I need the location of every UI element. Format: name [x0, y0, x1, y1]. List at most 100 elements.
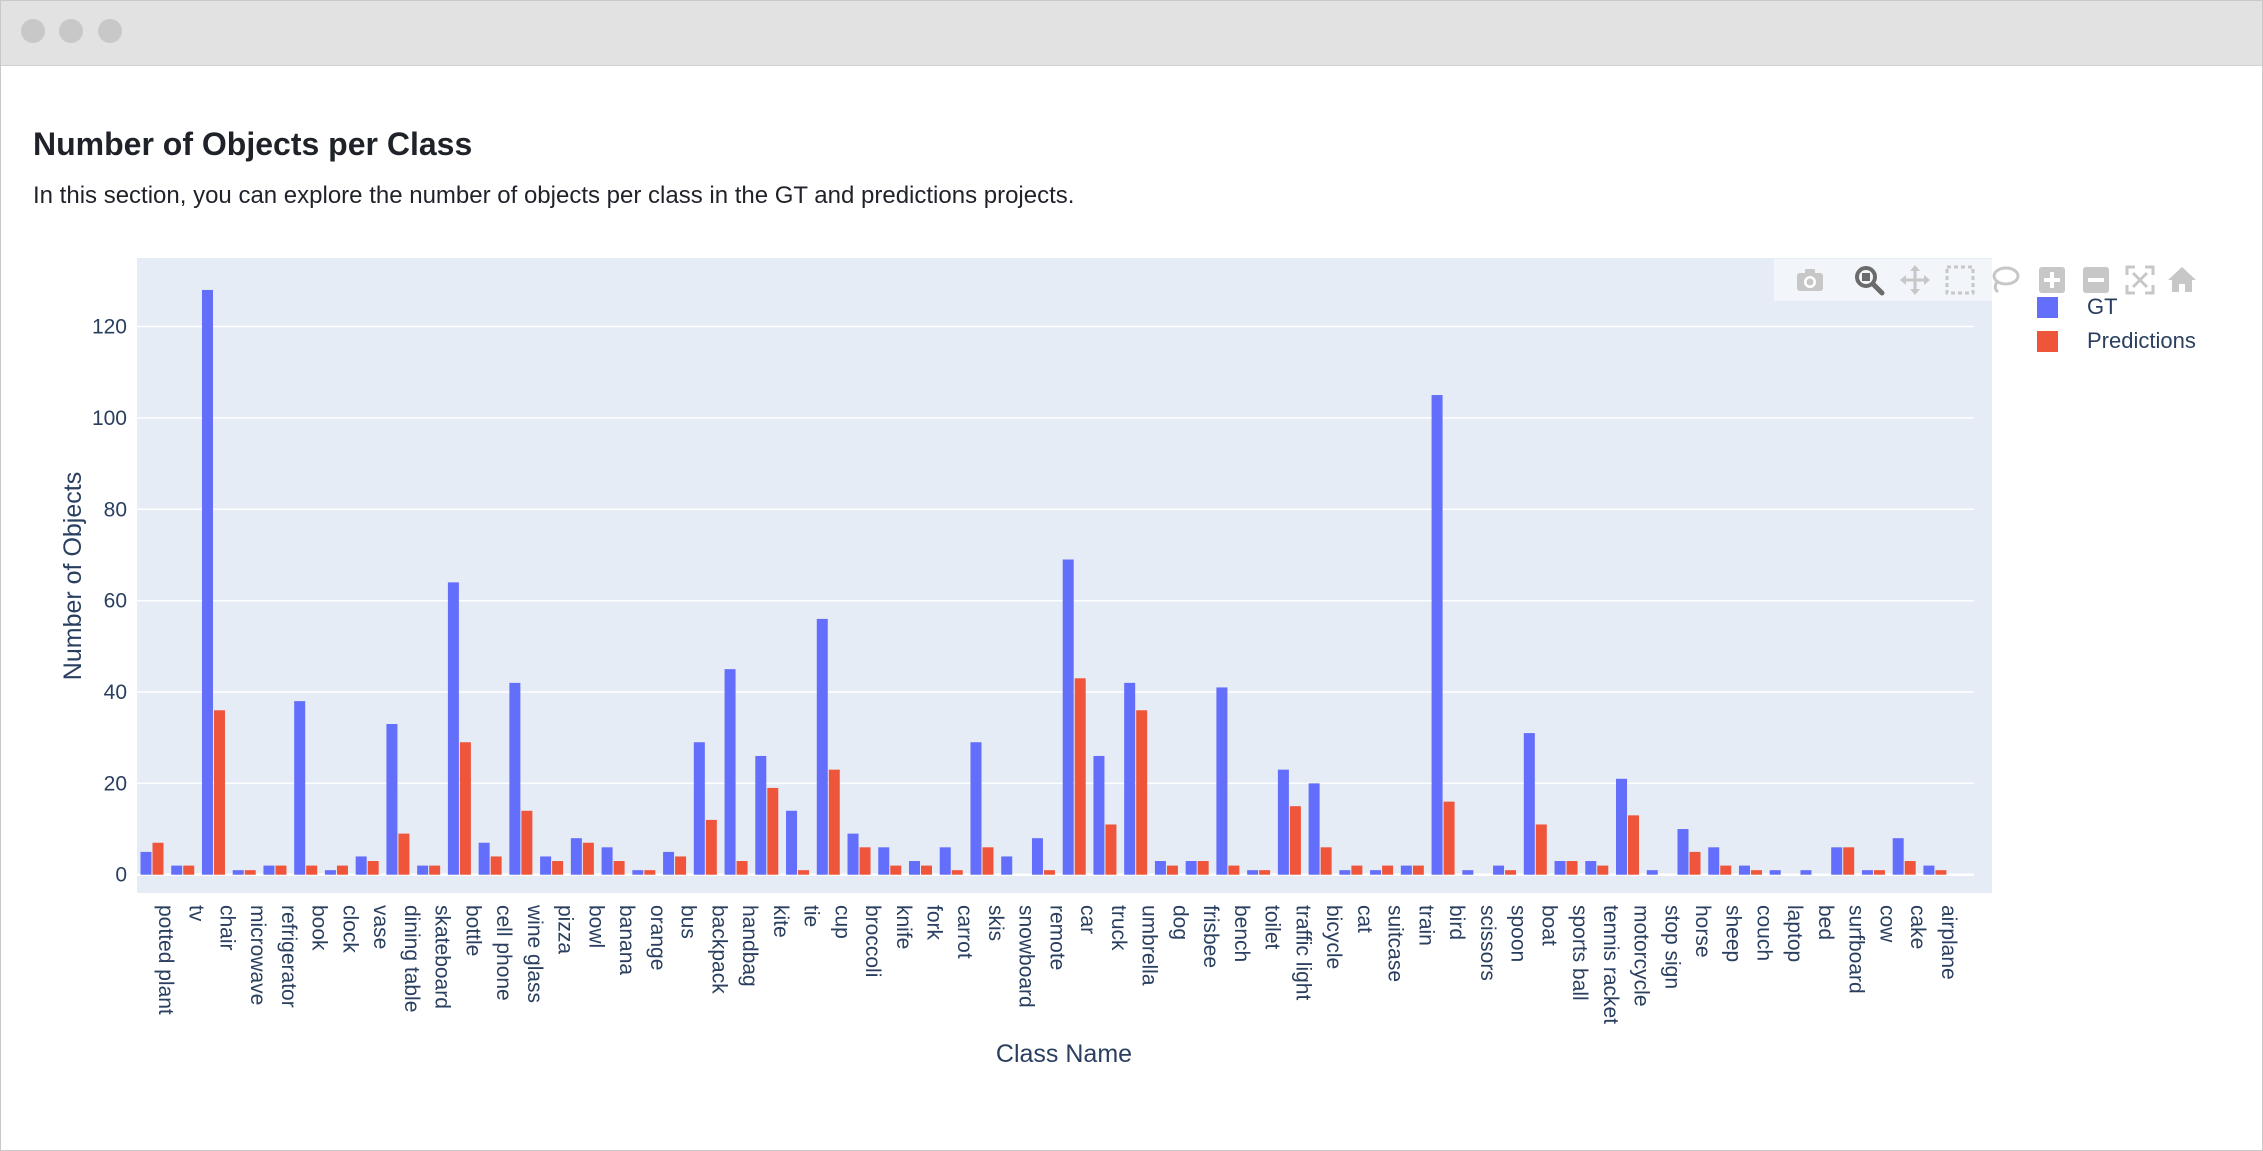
- x-tick-label: cell phone: [492, 905, 515, 1001]
- x-tick-label: car: [1076, 905, 1099, 934]
- zoom-in-icon[interactable]: [2036, 264, 2068, 296]
- bar-gt-dog: [1154, 861, 1166, 875]
- bar-gt-broccoli: [847, 833, 859, 875]
- bar-gt-laptop: [1769, 870, 1781, 875]
- y-tick-label: 100: [92, 407, 127, 430]
- x-tick-label: scissors: [1476, 905, 1499, 981]
- x-tick-label: bed: [1814, 905, 1837, 940]
- bar-predictions-fork: [921, 865, 932, 875]
- bar-predictions-motorcycle: [1628, 815, 1640, 875]
- autoscale-icon[interactable]: [2124, 264, 2156, 296]
- bar-gt-spoon: [1493, 865, 1505, 875]
- bar-gt-clock: [324, 870, 336, 875]
- bar-predictions-cow: [1873, 870, 1885, 875]
- bar-predictions-skateboard: [429, 865, 441, 875]
- bar-predictions-book: [306, 865, 318, 875]
- x-tick-label: cake: [1906, 905, 1929, 949]
- bar-gt-frisbee: [1185, 861, 1197, 875]
- bar-predictions-suitcase: [1382, 865, 1394, 875]
- bar-predictions-potted-plant: [152, 842, 164, 875]
- bar-gt-cat: [1339, 870, 1351, 875]
- bar-predictions-surfboard: [1843, 847, 1855, 875]
- bar-predictions-bowl: [582, 842, 594, 875]
- x-tick-label: kite: [769, 905, 792, 938]
- y-tick-label: 80: [104, 498, 127, 521]
- bar-predictions-carrot: [951, 870, 963, 875]
- x-tick-label: sports ball: [1568, 905, 1591, 1001]
- bar-predictions-truck: [1105, 824, 1117, 875]
- bar-predictions-bus: [675, 856, 687, 875]
- bar-predictions-cup: [828, 769, 840, 875]
- bar-gt-banana: [601, 847, 613, 875]
- camera-icon[interactable]: [1794, 264, 1826, 296]
- bar-gt-tennis-racket: [1585, 861, 1597, 875]
- bar-predictions-frisbee: [1197, 861, 1209, 875]
- legend-swatch-predictions: [2037, 331, 2058, 352]
- bar-gt-airplane: [1923, 865, 1935, 875]
- bar-gt-chair: [201, 289, 213, 875]
- maximize-window-button[interactable]: [98, 19, 122, 43]
- bar-predictions-airplane: [1935, 870, 1947, 875]
- bar-predictions-boat: [1535, 824, 1547, 875]
- x-tick-label: boat: [1537, 905, 1560, 946]
- bar-gt-wine-glass: [509, 682, 521, 875]
- x-tick-label: airplane: [1937, 905, 1960, 980]
- bar-gt-stop-sign: [1646, 870, 1658, 875]
- y-axis-title: Number of Objects: [59, 472, 87, 680]
- x-tick-label: remote: [1045, 905, 1068, 970]
- bar-predictions-bottle: [459, 742, 471, 875]
- bar-gt-train: [1400, 865, 1412, 875]
- bar-gt-potted-plant: [140, 851, 152, 875]
- x-tick-label: laptop: [1783, 905, 1806, 962]
- x-tick-label: train: [1414, 905, 1437, 946]
- y-tick-label: 60: [104, 590, 127, 613]
- bar-predictions-broccoli: [859, 847, 871, 875]
- bar-gt-knife: [878, 847, 890, 875]
- y-tick-label: 20: [104, 772, 127, 795]
- bar-predictions-wine-glass: [521, 810, 533, 875]
- x-tick-label: refrigerator: [277, 905, 300, 1008]
- x-tick-label: backpack: [707, 905, 730, 994]
- bar-gt-cow: [1861, 870, 1873, 875]
- x-tick-label: dog: [1168, 905, 1191, 940]
- bar-gt-skis: [970, 742, 982, 875]
- box-select-icon[interactable]: [1944, 264, 1976, 296]
- section-description: In this section, you can explore the num…: [33, 182, 1075, 209]
- bar-predictions-umbrella: [1136, 710, 1148, 875]
- bar-predictions-bird: [1443, 801, 1455, 875]
- lasso-icon[interactable]: [1989, 264, 2021, 296]
- bar-predictions-sheep: [1720, 865, 1732, 875]
- bar-gt-remote: [1031, 838, 1043, 875]
- x-tick-label: frisbee: [1199, 905, 1222, 968]
- x-tick-label: orange: [646, 905, 669, 970]
- x-tick-label: pizza: [554, 905, 577, 954]
- pan-icon[interactable]: [1899, 264, 1931, 296]
- bar-gt-bicycle: [1308, 783, 1320, 875]
- bar-predictions-toilet: [1259, 870, 1271, 875]
- x-tick-label: knife: [892, 905, 915, 949]
- bar-predictions-dog: [1166, 865, 1178, 875]
- x-tick-label: snowboard: [1015, 905, 1038, 1008]
- bar-predictions-horse: [1689, 851, 1701, 875]
- reset-axes-icon[interactable]: [2166, 264, 2198, 296]
- bar-gt-scissors: [1462, 870, 1474, 875]
- x-tick-label: potted plant: [154, 905, 177, 1015]
- x-tick-label: bench: [1230, 905, 1253, 962]
- zoom-icon[interactable]: [1853, 264, 1885, 296]
- bar-gt-cell-phone: [478, 842, 490, 875]
- legend-swatch-gt: [2037, 297, 2058, 318]
- bar-gt-traffic-light: [1277, 769, 1289, 875]
- close-window-button[interactable]: [21, 19, 45, 43]
- bar-predictions-cell-phone: [490, 856, 502, 875]
- y-tick-label: 120: [92, 316, 127, 339]
- x-tick-label: skateboard: [431, 905, 454, 1009]
- bar-gt-bowl: [570, 838, 582, 875]
- bar-predictions-pizza: [552, 861, 564, 875]
- bar-gt-tv: [171, 865, 183, 875]
- x-tick-label: cat: [1353, 905, 1376, 933]
- zoom-out-icon[interactable]: [2080, 264, 2112, 296]
- legend-label-gt: GT: [2087, 294, 2118, 319]
- minimize-window-button[interactable]: [59, 19, 83, 43]
- bar-predictions-train: [1412, 865, 1424, 875]
